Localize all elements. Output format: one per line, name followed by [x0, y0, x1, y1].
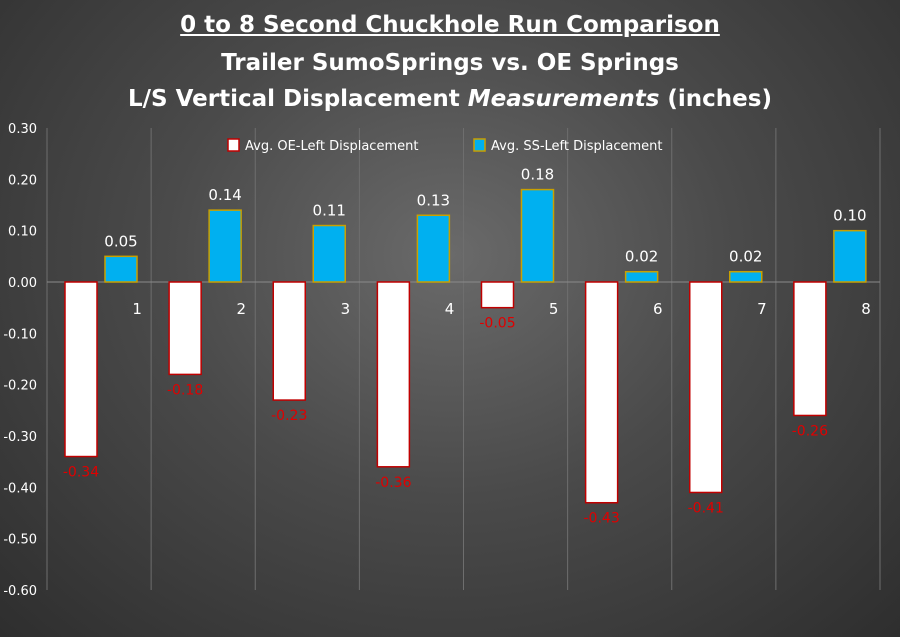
y-tick-label: 0.20 — [8, 173, 37, 188]
legend-swatch-ss — [473, 138, 486, 152]
data-label-oe: -0.05 — [479, 316, 515, 332]
chart-title-line3: L/S Vertical Displacement Measurements (… — [0, 86, 900, 112]
data-label-ss: 0.02 — [729, 248, 762, 266]
y-tick-label: -0.30 — [3, 430, 37, 445]
bar-oe-left-displacement — [793, 281, 827, 417]
y-tick-label: -0.40 — [3, 481, 37, 496]
data-label-ss: 0.05 — [104, 232, 137, 250]
x-category-label: 4 — [445, 300, 455, 318]
y-tick-label: -0.60 — [3, 584, 37, 599]
data-label-oe: -0.23 — [271, 408, 307, 424]
bar-oe-left-displacement — [272, 281, 306, 401]
bar-ss-left-displacement — [416, 214, 451, 283]
chart-title-line1: 0 to 8 Second Chuckhole Run Comparison — [180, 12, 720, 38]
bar-ss-left-displacement — [624, 270, 659, 283]
bar-oe-left-displacement — [64, 281, 98, 458]
y-tick-label: -0.10 — [3, 327, 37, 342]
chart-title-line3-emphasis: Measurements — [467, 86, 660, 112]
data-label-ss: 0.10 — [833, 207, 866, 225]
x-category-label: 8 — [861, 300, 871, 318]
bar-oe-left-displacement — [376, 281, 411, 468]
data-label-ss: 0.02 — [625, 248, 658, 266]
bar-ss-left-displacement — [520, 188, 555, 283]
chart-title-line3-pre: L/S Vertical Displacement — [128, 86, 468, 112]
y-tick-label: -0.20 — [3, 379, 37, 394]
data-label-oe: -0.36 — [375, 475, 411, 491]
chart-title-line3-post: (inches) — [659, 86, 772, 112]
legend-label-ss: Avg. SS-Left Displacement — [491, 139, 663, 154]
x-category-label: 6 — [653, 300, 663, 318]
legend-swatch-oe — [227, 138, 240, 152]
data-label-oe: -0.18 — [167, 382, 203, 398]
chart-title-line2: Trailer SumoSprings vs. OE Springs — [221, 50, 679, 76]
y-tick-label: 0.30 — [8, 122, 37, 137]
x-category-label: 5 — [549, 300, 559, 318]
bar-oe-left-displacement — [168, 281, 202, 376]
bar-oe-left-displacement — [584, 281, 619, 504]
bar-oe-left-displacement — [689, 281, 723, 494]
data-label-ss: 0.11 — [313, 202, 346, 220]
y-tick-label: -0.50 — [3, 533, 37, 548]
bar-ss-left-displacement — [208, 209, 242, 283]
bar-oe-left-displacement — [480, 281, 515, 309]
bar-ss-left-displacement — [833, 229, 867, 283]
y-tick-label: 0.10 — [8, 225, 37, 240]
bar-ss-left-displacement — [729, 270, 763, 283]
x-category-label: 7 — [757, 300, 767, 318]
data-label-ss: 0.13 — [417, 191, 450, 209]
data-label-oe: -0.34 — [63, 465, 99, 481]
bar-ss-left-displacement — [312, 224, 346, 283]
x-category-label: 3 — [341, 300, 351, 318]
data-label-oe: -0.26 — [792, 423, 828, 439]
legend-label-oe: Avg. OE-Left Displacement — [245, 139, 418, 154]
x-category-label: 1 — [132, 300, 142, 318]
data-label-ss: 0.14 — [208, 186, 241, 204]
x-category-label: 2 — [236, 300, 246, 318]
bar-ss-left-displacement — [104, 255, 138, 283]
data-label-ss: 0.18 — [521, 166, 554, 184]
data-label-oe: -0.41 — [688, 500, 724, 516]
y-tick-label: 0.00 — [8, 276, 37, 291]
data-label-oe: -0.43 — [584, 511, 620, 527]
